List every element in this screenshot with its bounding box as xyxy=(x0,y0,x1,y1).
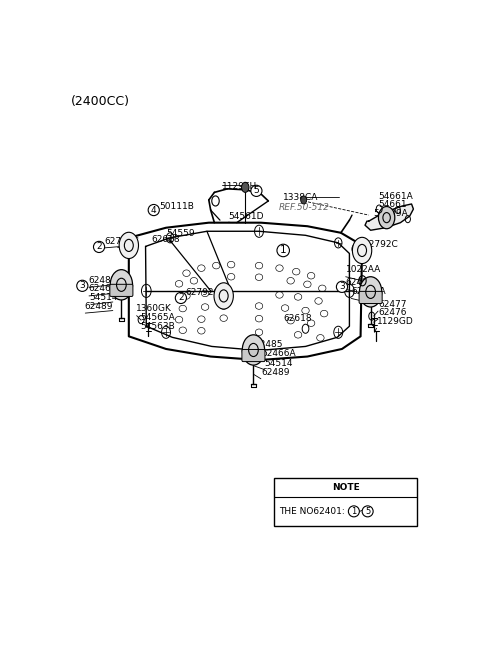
Text: 54514: 54514 xyxy=(264,359,293,367)
Text: 54559: 54559 xyxy=(166,229,195,238)
Text: 54561D: 54561D xyxy=(228,212,264,221)
Text: 1338CA: 1338CA xyxy=(283,194,319,203)
Circle shape xyxy=(242,335,264,365)
Text: 5: 5 xyxy=(365,507,370,516)
Text: 3: 3 xyxy=(80,281,85,291)
Text: 2: 2 xyxy=(96,243,102,251)
FancyBboxPatch shape xyxy=(359,291,382,304)
Text: 62485: 62485 xyxy=(88,276,117,285)
Text: 1360GK: 1360GK xyxy=(136,304,172,313)
Text: 62489: 62489 xyxy=(261,368,289,377)
Text: 1129GD: 1129GD xyxy=(377,318,413,326)
Text: 1: 1 xyxy=(351,507,357,516)
Text: 1022AA: 1022AA xyxy=(347,265,382,274)
Circle shape xyxy=(300,196,307,204)
Text: 2: 2 xyxy=(178,293,184,302)
Text: 62618: 62618 xyxy=(151,235,180,244)
Text: 62476: 62476 xyxy=(378,308,407,317)
Text: 1: 1 xyxy=(280,245,287,255)
Text: 1129EH: 1129EH xyxy=(222,182,257,191)
Text: 54661: 54661 xyxy=(378,200,407,209)
Circle shape xyxy=(378,207,395,229)
Text: 54565A: 54565A xyxy=(140,313,175,322)
Text: 62485: 62485 xyxy=(254,340,283,350)
Text: 62466A: 62466A xyxy=(351,287,386,296)
Text: 62466A: 62466A xyxy=(261,349,296,358)
Text: 2: 2 xyxy=(355,245,360,253)
Circle shape xyxy=(241,182,249,192)
Circle shape xyxy=(110,270,132,300)
Text: 62792C: 62792C xyxy=(186,288,220,297)
Text: ~: ~ xyxy=(359,507,367,518)
Text: 4: 4 xyxy=(151,205,156,215)
Text: 3: 3 xyxy=(339,282,345,291)
Text: 54563B: 54563B xyxy=(140,322,175,331)
Text: NOTE: NOTE xyxy=(332,483,360,492)
Text: 5: 5 xyxy=(253,186,259,195)
Text: 62792C: 62792C xyxy=(363,240,398,249)
Text: THE NO62401:: THE NO62401: xyxy=(279,507,348,516)
Text: 54639A: 54639A xyxy=(373,209,408,218)
Text: 62792C: 62792C xyxy=(104,237,139,247)
Text: 50111B: 50111B xyxy=(160,202,194,211)
Text: 54514: 54514 xyxy=(90,293,118,302)
Circle shape xyxy=(119,232,139,258)
Text: 62477: 62477 xyxy=(378,300,407,308)
Text: REF.50-512: REF.50-512 xyxy=(279,203,330,212)
Polygon shape xyxy=(365,204,413,230)
Circle shape xyxy=(352,237,372,264)
Circle shape xyxy=(360,277,382,307)
Text: 62618: 62618 xyxy=(283,314,312,323)
Text: 3: 3 xyxy=(246,350,252,359)
FancyBboxPatch shape xyxy=(242,350,265,361)
Circle shape xyxy=(214,283,233,309)
FancyBboxPatch shape xyxy=(110,284,133,297)
Text: 62485: 62485 xyxy=(346,278,374,287)
Text: 62489: 62489 xyxy=(84,302,113,310)
Text: 62466A: 62466A xyxy=(88,285,122,293)
Text: (2400CC): (2400CC) xyxy=(71,95,130,108)
Text: 54661A: 54661A xyxy=(378,192,413,201)
